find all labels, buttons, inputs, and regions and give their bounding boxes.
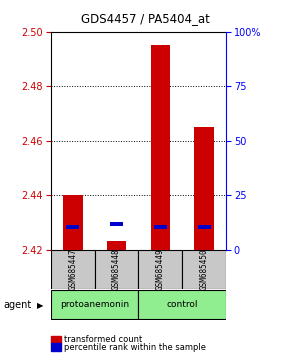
- FancyBboxPatch shape: [139, 290, 226, 319]
- Text: GSM685447: GSM685447: [68, 248, 77, 290]
- FancyBboxPatch shape: [182, 250, 226, 289]
- Text: control: control: [166, 300, 198, 309]
- Bar: [154, 225, 167, 229]
- Text: transformed count: transformed count: [64, 335, 142, 344]
- FancyBboxPatch shape: [139, 250, 182, 289]
- FancyBboxPatch shape: [95, 250, 139, 289]
- FancyBboxPatch shape: [51, 250, 95, 289]
- Text: GDS4457 / PA5404_at: GDS4457 / PA5404_at: [81, 12, 209, 25]
- Bar: [194, 127, 214, 250]
- Bar: [107, 241, 126, 250]
- Text: ▶: ▶: [37, 301, 44, 310]
- Bar: [110, 222, 123, 227]
- Text: GSM685448: GSM685448: [112, 248, 121, 290]
- Bar: [63, 195, 83, 250]
- Text: agent: agent: [3, 300, 31, 310]
- Bar: [198, 225, 211, 229]
- Text: protoanemonin: protoanemonin: [60, 300, 129, 309]
- FancyBboxPatch shape: [51, 290, 139, 319]
- Text: percentile rank within the sample: percentile rank within the sample: [64, 343, 206, 352]
- Bar: [151, 45, 170, 250]
- Text: GSM685449: GSM685449: [156, 248, 165, 290]
- Bar: [66, 225, 79, 229]
- Text: GSM685450: GSM685450: [200, 248, 209, 290]
